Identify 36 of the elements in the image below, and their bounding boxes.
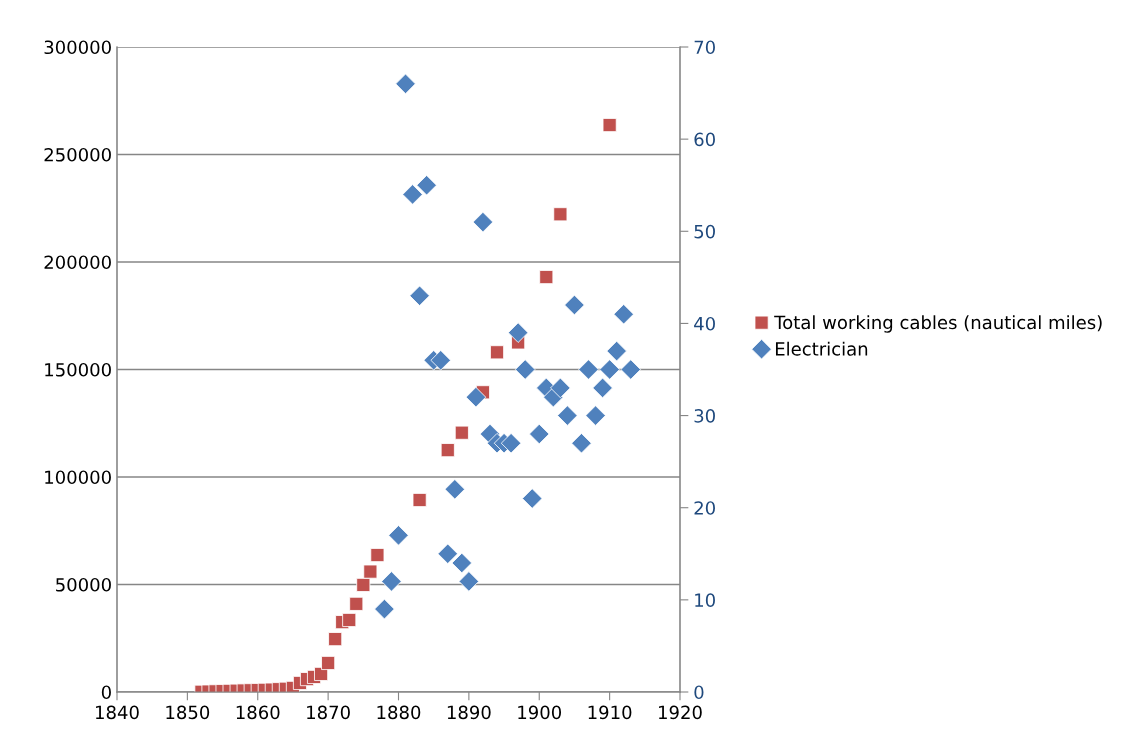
y2-tick-label: 10 [695,593,715,607]
x-tick-label: 1890 [447,705,491,720]
point [564,294,585,316]
y-tick-label: 250000 [44,147,111,162]
x-tick-label: 1920 [659,705,702,720]
x-tick-label: 1860 [236,705,280,720]
point [356,577,371,592]
y-tick-label: 100000 [45,470,111,485]
x-tick-label: 1900 [518,705,562,720]
y-tick-label: 150000 [45,362,111,377]
y2-tick-label: 0 [694,685,704,700]
x-tick-label: 1910 [588,705,632,720]
point [571,432,592,454]
y2-tick-label: 50 [694,224,715,239]
point [321,655,336,670]
x-tick-label: 1840 [96,705,139,720]
y2-tick-label: 20 [694,501,715,515]
x-tick-label: 1850 [166,705,210,720]
y2-tick-label: 30 [694,409,715,423]
point [620,359,641,380]
point [529,423,550,445]
y2-tick-label: 70 [694,40,715,55]
y2-tick-label: 60 [694,132,715,147]
x-tick-label: 1870 [307,705,350,720]
legend-label: Electrician [775,341,868,356]
x-tick-label: 1880 [377,705,421,720]
point [412,492,427,508]
y-tick-label: 300000 [44,40,111,55]
point [374,598,395,620]
y-tick-label: 50000 [56,577,111,592]
y-tick-label: 0 [101,685,111,700]
y2-tick-label: 40 [694,316,715,331]
point [395,73,416,95]
point [507,322,529,343]
legend-label: Total working cables (nautical miles) [774,315,1102,333]
y-tick-label: 200000 [44,255,111,270]
